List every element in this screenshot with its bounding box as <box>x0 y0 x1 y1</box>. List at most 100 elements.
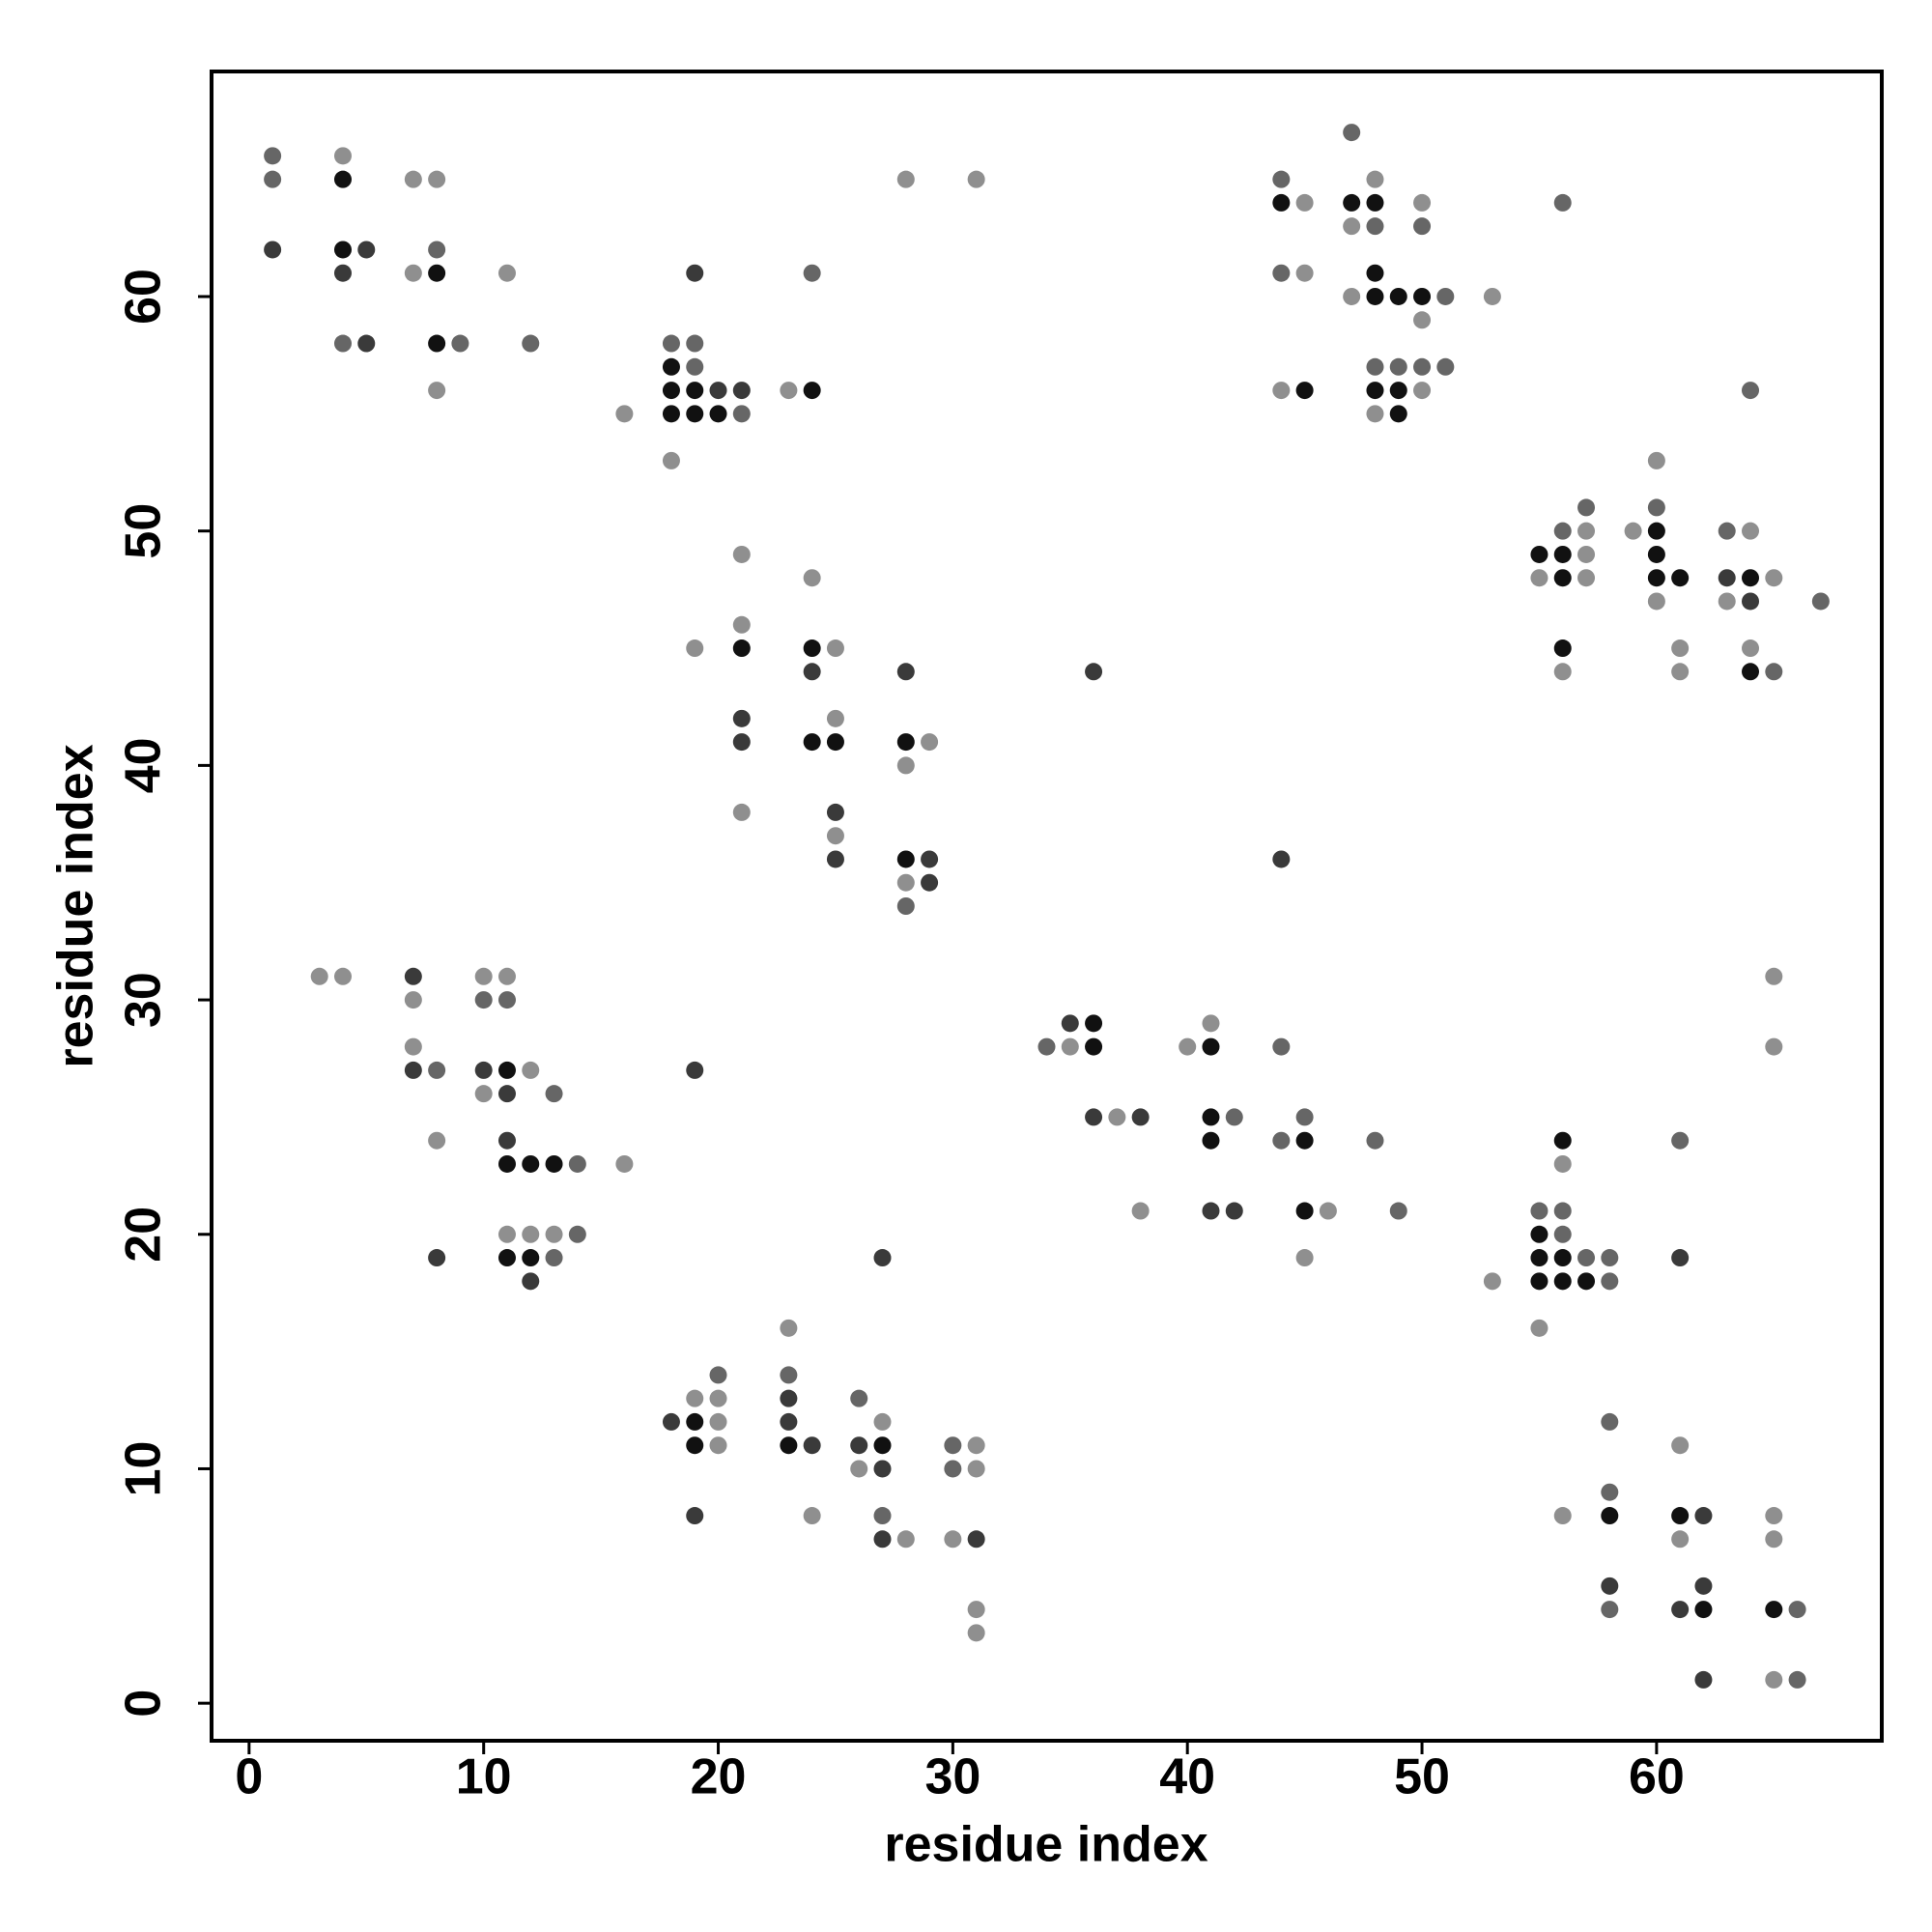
point <box>686 334 704 353</box>
point <box>1272 170 1291 188</box>
point <box>1131 1108 1150 1126</box>
point <box>1530 545 1548 563</box>
point <box>686 264 704 282</box>
point <box>1671 1249 1690 1267</box>
point <box>944 1460 962 1478</box>
point <box>873 1460 892 1478</box>
point <box>1225 1108 1243 1126</box>
point <box>1202 1202 1220 1220</box>
point <box>1601 1577 1619 1595</box>
point <box>1718 569 1736 587</box>
point <box>1577 1272 1596 1291</box>
point <box>1272 1131 1291 1150</box>
point <box>333 147 352 165</box>
point <box>709 382 727 400</box>
point <box>732 405 751 423</box>
point <box>780 1389 798 1407</box>
point <box>1647 569 1665 587</box>
point <box>1553 569 1572 587</box>
point <box>522 1272 540 1291</box>
point <box>428 1061 446 1079</box>
point <box>1272 850 1291 868</box>
point <box>1553 1225 1572 1243</box>
point <box>1319 1202 1337 1220</box>
point <box>921 873 939 892</box>
x-tick-label: 60 <box>1629 1749 1685 1805</box>
point <box>1366 264 1384 282</box>
point <box>1742 592 1760 611</box>
point <box>428 334 446 353</box>
point <box>264 170 282 188</box>
point <box>1553 639 1572 658</box>
point <box>522 1225 540 1243</box>
point <box>803 639 821 658</box>
point <box>1295 1249 1314 1267</box>
point <box>522 334 540 353</box>
point <box>1202 1037 1220 1056</box>
point <box>732 803 751 821</box>
point <box>1553 522 1572 540</box>
point <box>803 264 821 282</box>
point <box>967 1530 985 1548</box>
point <box>780 1412 798 1431</box>
point <box>1530 569 1548 587</box>
point <box>1553 1154 1572 1173</box>
point <box>1601 1483 1619 1501</box>
point <box>873 1507 892 1525</box>
point <box>1671 569 1690 587</box>
point <box>497 1225 516 1243</box>
point <box>1671 1436 1690 1455</box>
point <box>1742 663 1760 681</box>
point <box>1389 382 1407 400</box>
point <box>803 663 821 681</box>
point <box>1413 382 1432 400</box>
point <box>1061 1037 1079 1056</box>
point <box>1225 1202 1243 1220</box>
point <box>1671 1507 1690 1525</box>
point <box>1811 592 1830 611</box>
point <box>1788 1601 1806 1619</box>
point <box>1694 1670 1713 1689</box>
point <box>826 733 844 752</box>
point <box>1530 1249 1548 1267</box>
point <box>686 382 704 400</box>
point <box>1436 357 1455 376</box>
point <box>497 264 516 282</box>
point <box>404 264 422 282</box>
point <box>662 451 680 469</box>
point <box>921 733 939 752</box>
point <box>568 1225 586 1243</box>
point <box>732 639 751 658</box>
point <box>896 170 915 188</box>
point <box>497 1131 516 1150</box>
point <box>896 733 915 752</box>
y-tick-label: 30 <box>116 972 172 1028</box>
point <box>1436 287 1455 305</box>
point <box>1765 569 1783 587</box>
point <box>1577 569 1596 587</box>
point <box>1601 1249 1619 1267</box>
point <box>967 170 985 188</box>
point <box>1389 357 1407 376</box>
point <box>1366 193 1384 212</box>
point <box>545 1085 563 1103</box>
point <box>1530 1272 1548 1291</box>
plot-frame <box>210 70 1884 1743</box>
point <box>1085 1014 1103 1033</box>
point <box>1061 1014 1079 1033</box>
point <box>1295 1108 1314 1126</box>
point <box>1647 451 1665 469</box>
point <box>545 1225 563 1243</box>
point <box>1647 522 1665 540</box>
point <box>732 382 751 400</box>
point <box>709 405 727 423</box>
point <box>333 241 352 259</box>
point <box>709 1389 727 1407</box>
point <box>826 709 844 727</box>
point <box>1343 217 1361 236</box>
point <box>1366 287 1384 305</box>
point <box>1295 382 1314 400</box>
point <box>1343 124 1361 142</box>
point <box>850 1436 868 1455</box>
